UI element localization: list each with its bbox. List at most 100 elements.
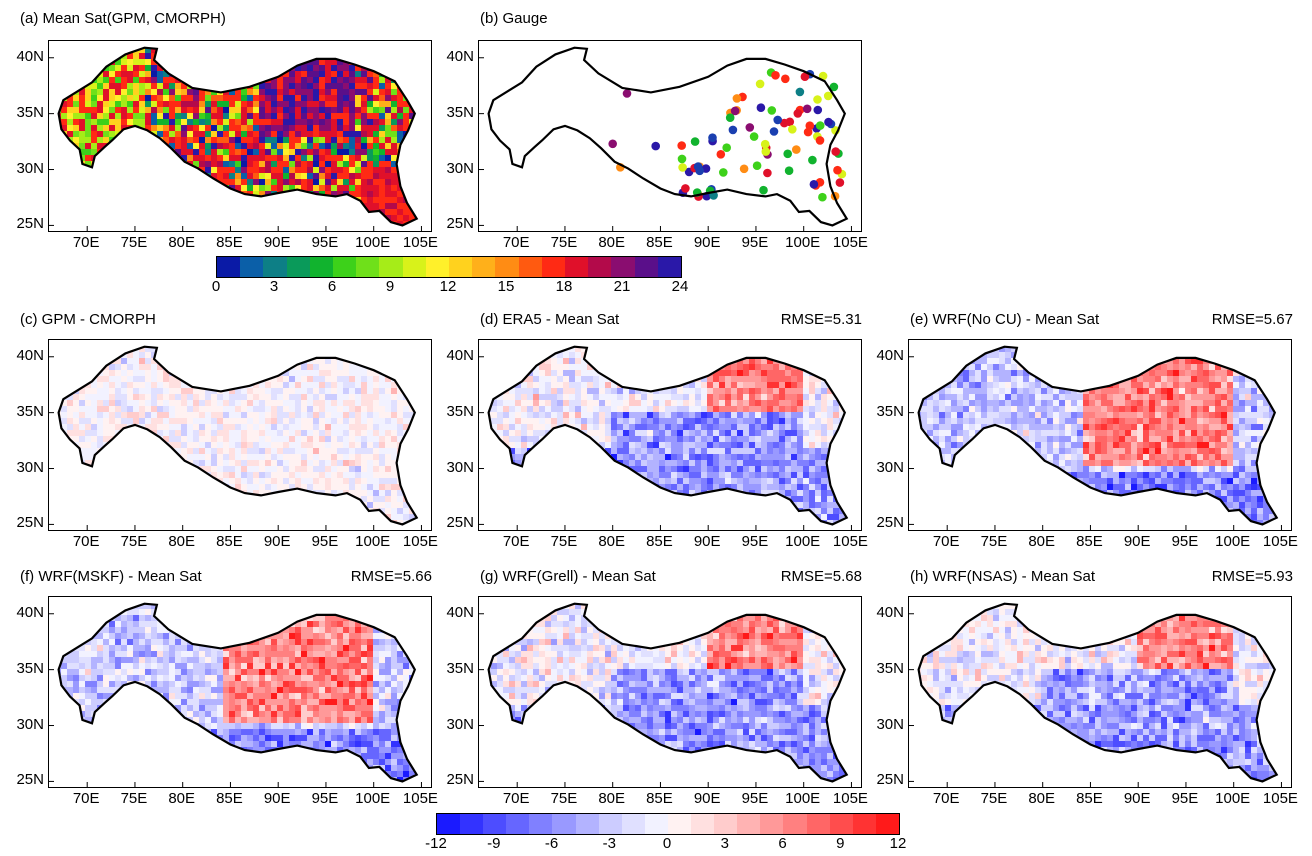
x-tick-label: 95E xyxy=(311,533,339,550)
x-tick-label: 80E xyxy=(1028,533,1056,550)
panel-title: (a) Mean Sat(GPM, CMORPH) xyxy=(20,10,226,27)
x-tick-label: 85E xyxy=(646,234,673,251)
map-canvas xyxy=(479,602,852,787)
colorbar-tick-label: -3 xyxy=(602,835,616,852)
x-tick-label: 75E xyxy=(980,533,1008,550)
precip-field xyxy=(58,346,417,525)
x-tick-label: 85E xyxy=(1076,790,1103,807)
map-canvas xyxy=(479,46,852,231)
y-tick-label: 40N xyxy=(16,346,44,364)
precip-field xyxy=(58,603,417,782)
colorbar-tick-label: 18 xyxy=(555,278,573,295)
colorbar-tick-label: 6 xyxy=(327,278,337,295)
y-tick-label: 30N xyxy=(16,159,44,177)
precip-field xyxy=(918,603,1277,782)
colorbar-cell xyxy=(425,257,450,277)
rmse-label: RMSE=5.31 xyxy=(780,311,862,328)
colorbar-cell xyxy=(852,814,876,834)
x-tick-label: 95E xyxy=(1171,790,1199,807)
x-tick-label: 80E xyxy=(1028,790,1056,807)
x-tick-label: 100E xyxy=(1215,790,1251,807)
y-tick-label: 25N xyxy=(876,514,904,532)
panel-title: (d) ERA5 - Mean Sat xyxy=(480,311,620,328)
rmse-label: RMSE=5.67 xyxy=(1211,311,1293,328)
gauge-station xyxy=(800,72,810,81)
y-tick-label: 40N xyxy=(876,346,904,364)
colorbar-cell xyxy=(495,257,519,277)
colorbar-tick-label: 15 xyxy=(497,278,515,295)
x-tick-label: 95E xyxy=(741,234,769,251)
map-frame xyxy=(478,339,862,531)
y-tick-label: 25N xyxy=(446,215,474,233)
y-tick-label: 30N xyxy=(446,458,474,476)
gauge-station xyxy=(763,168,772,178)
gauge-station xyxy=(815,136,825,145)
colorbar-cell xyxy=(760,814,784,834)
gauge-station xyxy=(677,141,686,150)
map-frame xyxy=(478,40,862,232)
x-tick-label: 95E xyxy=(741,533,769,550)
y-tick-label: 25N xyxy=(16,514,44,532)
x-tick-label: 70E xyxy=(502,790,530,807)
gauge-station xyxy=(808,155,817,165)
colorbar-tick-label: 12 xyxy=(889,835,907,852)
x-tick-label: 80E xyxy=(598,790,626,807)
colorbar-cell xyxy=(541,257,566,277)
y-tick-label: 35N xyxy=(446,402,474,420)
colorbar-cell xyxy=(806,814,830,834)
colorbar-cell xyxy=(714,814,738,834)
x-tick-label: 80E xyxy=(168,790,196,807)
gauge-station xyxy=(677,154,687,164)
colorbar-cell xyxy=(529,814,553,834)
x-tick-label: 75E xyxy=(980,790,1008,807)
colorbar-cell xyxy=(588,257,612,277)
x-tick-label: 100E xyxy=(785,533,821,550)
gauge-station xyxy=(730,106,740,116)
y-tick-label: 30N xyxy=(16,715,44,733)
colorbar-cell xyxy=(217,257,241,277)
precip-field xyxy=(918,346,1277,525)
x-tick-label: 100E xyxy=(355,533,391,550)
x-tick-label: 95E xyxy=(311,790,339,807)
y-tick-label: 25N xyxy=(446,514,474,532)
x-tick-label: 75E xyxy=(120,790,148,807)
colorbar-tick-label: -9 xyxy=(487,835,501,852)
map-frame xyxy=(908,339,1292,531)
gauge-station xyxy=(651,141,660,151)
x-tick-label: 100E xyxy=(785,790,821,807)
map-frame xyxy=(48,40,432,232)
colorbar-cell xyxy=(644,814,668,834)
y-tick-label: 35N xyxy=(16,402,44,420)
x-tick-label: 80E xyxy=(168,533,196,550)
colorbar-tick-label: 3 xyxy=(720,835,729,852)
colorbar-cell xyxy=(286,257,310,277)
colorbar-cell xyxy=(737,814,761,834)
gauge-station xyxy=(818,71,828,81)
colorbar-difference xyxy=(436,813,900,835)
gauge-station xyxy=(725,113,735,122)
colorbar-tick-label: 21 xyxy=(613,278,631,295)
x-tick-label: 75E xyxy=(550,234,578,251)
x-tick-label: 85E xyxy=(216,790,243,807)
colorbar-cell xyxy=(875,814,899,834)
map-canvas xyxy=(909,345,1282,530)
x-tick-label: 100E xyxy=(785,234,821,251)
map-canvas xyxy=(909,602,1282,787)
gauge-station xyxy=(749,132,759,141)
gauge-station xyxy=(745,123,755,132)
gauge-station xyxy=(755,79,765,89)
x-tick-label: 105E xyxy=(832,533,868,550)
y-tick-label: 40N xyxy=(16,47,44,65)
gauge-station xyxy=(716,150,726,159)
panel-title: (c) GPM - CMORPH xyxy=(20,311,156,328)
gauge-station xyxy=(719,168,728,177)
colorbar-cell xyxy=(621,814,645,834)
gauge-station xyxy=(815,121,825,130)
colorbar-cell xyxy=(518,257,542,277)
colorbar-cell xyxy=(829,814,853,834)
panel-title: (g) WRF(Grell) - Mean Sat xyxy=(480,568,656,585)
colorbar-cell xyxy=(667,814,692,834)
gauge-station xyxy=(833,165,842,175)
x-tick-label: 90E xyxy=(263,790,291,807)
y-tick-label: 25N xyxy=(16,215,44,233)
